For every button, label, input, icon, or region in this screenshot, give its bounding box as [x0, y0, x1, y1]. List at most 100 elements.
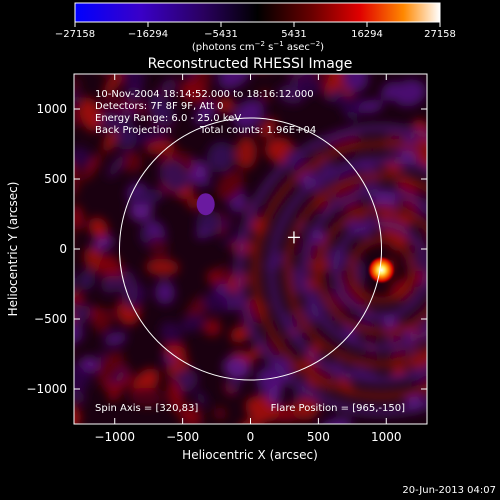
- heat-blob: [57, 331, 75, 360]
- heat-blob: [220, 233, 245, 246]
- annotation-energy-range: Energy Range: 6.0 - 25.0 keV: [95, 113, 241, 124]
- heat-blob: [101, 275, 120, 294]
- heat-blob: [179, 79, 206, 104]
- heat-blob: [145, 140, 176, 155]
- heat-blob: [83, 152, 103, 181]
- heat-blob: [119, 150, 143, 173]
- heat-blob: [126, 86, 142, 104]
- footer-date: 20-Jun-2013 04:07: [402, 485, 496, 496]
- flare-source: [367, 256, 396, 284]
- heat-blob: [74, 322, 84, 344]
- heat-blob: [343, 74, 369, 92]
- heat-blob: [88, 217, 109, 239]
- heat-blob: [130, 189, 165, 205]
- heat-blob: [119, 269, 138, 304]
- chart-title: Reconstructed RHESSI Image: [148, 56, 353, 72]
- heat-blob: [139, 229, 152, 248]
- colorbar-tick-label: 16294: [351, 29, 383, 40]
- heat-blob: [80, 356, 99, 372]
- heat-blob: [194, 104, 216, 126]
- heat-blob: [154, 280, 175, 305]
- negative-source: [196, 193, 215, 216]
- heat-blob: [222, 218, 234, 231]
- heat-blob: [74, 166, 81, 199]
- heat-blob: [225, 290, 241, 305]
- x-tick-label: 0: [247, 430, 255, 444]
- heat-blob: [79, 97, 101, 132]
- heat-blob: [230, 326, 249, 343]
- heat-blob: [103, 331, 127, 346]
- y-tick-label: 500: [44, 172, 67, 186]
- heat-blob: [128, 387, 164, 408]
- heat-blob: [160, 321, 181, 344]
- heat-blob: [233, 99, 265, 130]
- heat-blob: [216, 169, 245, 201]
- y-tick-label: 0: [59, 242, 67, 256]
- y-axis-label: Heliocentric Y (arcsec): [6, 182, 20, 317]
- heat-blob: [78, 269, 95, 291]
- x-tick-label: 1000: [371, 430, 402, 444]
- spin-axis-marker: [287, 231, 300, 244]
- flare-ring: [315, 204, 427, 336]
- colorbar-tick-label: −27158: [55, 29, 95, 40]
- heat-blob: [102, 130, 117, 153]
- heat-blob: [203, 319, 222, 337]
- heat-blob: [74, 204, 85, 231]
- colorbar-tick-label: 27158: [424, 29, 456, 40]
- flare-ring: [283, 172, 427, 368]
- flare-ring: [267, 156, 427, 384]
- heatmap-texture: [55, 59, 427, 424]
- heat-blob: [218, 97, 234, 113]
- heat-blob: [55, 59, 76, 82]
- heat-blob: [107, 153, 126, 179]
- x-axis-label: Heliocentric X (arcsec): [182, 448, 318, 462]
- heat-blob: [179, 405, 202, 424]
- y-tick-label: 1000: [36, 102, 67, 116]
- heat-blob: [74, 101, 83, 128]
- y-tick-label: −1000: [26, 382, 67, 396]
- heat-blob: [147, 93, 175, 127]
- annotation-method: Back Projection: [95, 125, 172, 136]
- heat-blob: [194, 176, 210, 187]
- heat-blob: [159, 160, 190, 193]
- heat-blob: [117, 94, 150, 115]
- heat-blob: [415, 152, 427, 173]
- colorbar-gradient: [74, 2, 441, 23]
- flare-ring: [235, 124, 427, 416]
- heat-blob: [206, 269, 223, 285]
- heat-blob: [96, 351, 124, 382]
- annotation-spin-axis: Spin Axis = [320,83]: [95, 403, 198, 414]
- heat-blob: [92, 235, 114, 251]
- heat-blob: [103, 74, 126, 95]
- heat-blob: [326, 74, 342, 95]
- x-tick-label: −500: [166, 430, 199, 444]
- heat-blob: [74, 384, 86, 403]
- heat-blob: [202, 292, 228, 313]
- heat-blob: [247, 346, 261, 361]
- heat-blob: [112, 117, 137, 150]
- flare-ring: [251, 140, 427, 400]
- heat-blob: [74, 303, 86, 325]
- heat-blob: [223, 356, 251, 380]
- heat-blob: [207, 141, 235, 173]
- heat-blob: [74, 405, 81, 424]
- heat-blob: [260, 89, 271, 103]
- colorbar-tick-label: 5431: [281, 29, 306, 40]
- y-tick-label: −500: [34, 312, 67, 326]
- heat-blob: [179, 314, 206, 332]
- heat-blob: [74, 363, 91, 391]
- solar-limb: [118, 117, 383, 381]
- heat-blob: [259, 118, 277, 138]
- x-tick-label: 500: [307, 430, 330, 444]
- heat-blob: [235, 136, 257, 169]
- colorbar-tick-label: −16294: [128, 29, 168, 40]
- colorbar: −27158 −16294 −5431 5431 16294 27158 (photons…: [55, 2, 456, 53]
- heat-blob: [161, 79, 177, 94]
- heat-blob: [102, 74, 117, 76]
- heat-blob: [122, 74, 145, 92]
- heat-blob: [358, 99, 384, 114]
- heat-blob: [99, 254, 118, 276]
- colorbar-unit: (photons cm−2 s−1 asec−2): [192, 40, 324, 53]
- flare-ring: [299, 188, 427, 352]
